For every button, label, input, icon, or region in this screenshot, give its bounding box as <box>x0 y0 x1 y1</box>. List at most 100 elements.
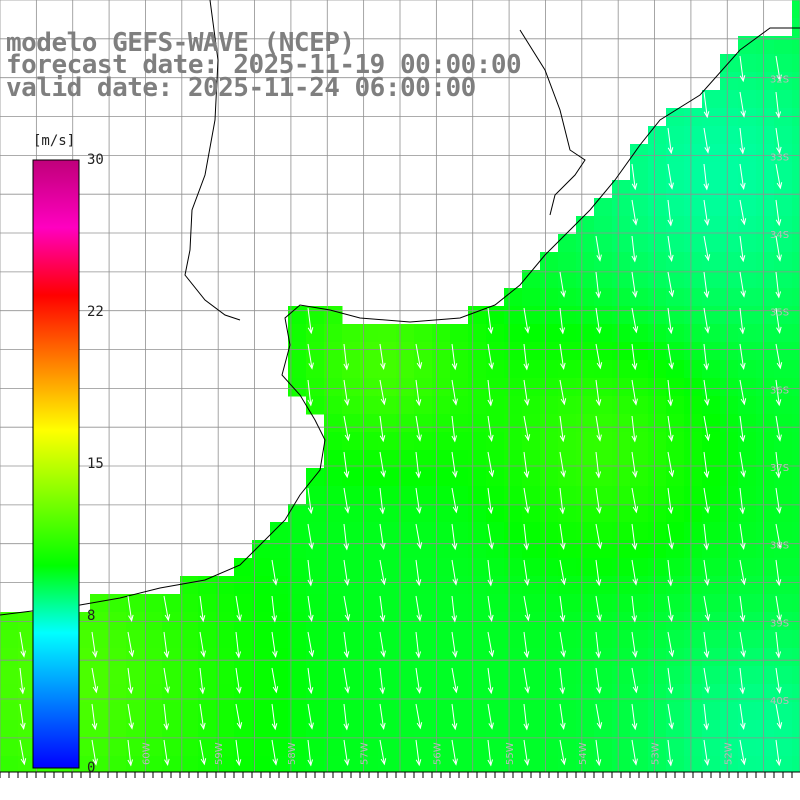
speed-cell <box>288 504 307 523</box>
speed-cell <box>288 378 307 397</box>
speed-cell <box>684 432 703 451</box>
speed-cell <box>540 342 559 361</box>
speed-cell <box>288 540 307 559</box>
speed-cell <box>342 720 361 739</box>
speed-cell <box>612 702 631 721</box>
speed-cell <box>0 756 19 775</box>
speed-cell <box>702 522 721 541</box>
wind-arrow <box>487 343 494 370</box>
speed-cell <box>522 702 541 721</box>
speed-cell <box>756 216 775 235</box>
speed-cell <box>666 576 685 595</box>
speed-cell <box>0 738 19 757</box>
speed-cell <box>558 450 577 469</box>
speed-cell <box>522 468 541 487</box>
speed-cell <box>612 216 631 235</box>
wind-arrow <box>307 343 314 370</box>
speed-cell <box>612 684 631 703</box>
speed-cell <box>450 648 469 667</box>
speed-cell <box>486 648 505 667</box>
wind-arrow <box>307 307 314 335</box>
speed-cell <box>576 252 595 271</box>
colorbar-tick: 8 <box>87 608 96 624</box>
wind-arrow <box>739 379 747 406</box>
wind-arrow <box>343 415 351 442</box>
speed-cell <box>306 522 325 541</box>
speed-cell <box>612 576 631 595</box>
speed-cell <box>324 432 343 451</box>
speed-cell <box>360 486 379 505</box>
speed-cell <box>378 648 397 667</box>
speed-cell <box>720 378 739 397</box>
wind-arrow <box>91 739 98 766</box>
speed-cell <box>558 702 577 721</box>
speed-cell <box>270 522 289 541</box>
wind-arrow <box>667 523 674 550</box>
wind-arrow <box>703 235 711 262</box>
speed-cell <box>738 378 757 397</box>
speed-cell <box>432 468 451 487</box>
speed-cell <box>414 540 433 559</box>
speed-cell <box>738 486 757 505</box>
speed-cell <box>324 756 343 775</box>
wind-arrow <box>559 595 566 623</box>
speed-cell <box>252 594 271 613</box>
speed-cell <box>324 684 343 703</box>
speed-cell <box>702 432 721 451</box>
speed-cell <box>792 504 800 523</box>
speed-cell <box>540 630 559 649</box>
wind-arrow <box>379 559 387 586</box>
speed-cell <box>342 378 361 397</box>
speed-cell <box>360 576 379 595</box>
speed-cell <box>774 666 793 685</box>
speed-cell <box>594 486 613 505</box>
speed-cell <box>234 684 253 703</box>
speed-cell <box>702 252 721 271</box>
wind-arrow <box>775 667 782 694</box>
speed-cell <box>450 702 469 721</box>
speed-cell <box>414 324 433 343</box>
wind-arrow <box>739 595 746 623</box>
speed-cell <box>594 702 613 721</box>
speed-cell <box>414 576 433 595</box>
wind-arrow <box>595 631 602 659</box>
wind-arrow <box>703 199 710 226</box>
speed-cell <box>234 576 253 595</box>
speed-cell <box>144 666 163 685</box>
speed-cell <box>702 162 721 181</box>
speed-cell <box>612 648 631 667</box>
wind-arrow <box>451 487 459 514</box>
speed-cell <box>486 684 505 703</box>
wind-arrow <box>523 595 531 622</box>
speed-cell <box>630 468 649 487</box>
speed-cell <box>144 756 163 775</box>
speed-cell <box>504 504 523 523</box>
speed-cell <box>630 234 649 253</box>
speed-cell <box>342 738 361 757</box>
speed-cell <box>306 738 325 757</box>
speed-cell <box>630 504 649 523</box>
speed-cell <box>792 450 800 469</box>
wind-arrow <box>19 667 26 695</box>
speed-cell <box>738 90 757 109</box>
speed-cell <box>342 522 361 541</box>
speed-cell <box>270 738 289 757</box>
speed-cell <box>774 594 793 613</box>
speed-cell <box>648 306 667 325</box>
speed-cell <box>288 702 307 721</box>
wind-arrow <box>523 559 530 586</box>
speed-cell <box>198 648 217 667</box>
speed-cell <box>522 720 541 739</box>
wind-arrow <box>739 739 747 766</box>
wind-arrow <box>703 307 710 334</box>
speed-cell <box>180 666 199 685</box>
speed-cell <box>666 126 685 145</box>
speed-cell <box>792 72 800 91</box>
speed-cell <box>180 702 199 721</box>
speed-cell <box>486 432 505 451</box>
speed-cell <box>486 630 505 649</box>
speed-cell <box>558 594 577 613</box>
speed-cell <box>594 432 613 451</box>
speed-cell <box>738 666 757 685</box>
speed-cell <box>522 324 541 343</box>
